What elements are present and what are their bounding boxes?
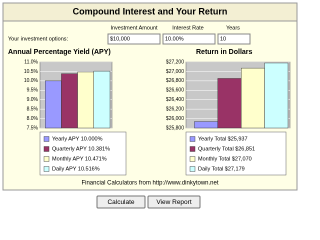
legend-swatch xyxy=(43,156,50,162)
legend-box xyxy=(185,131,287,176)
legend-label: Daily APY 10.516% xyxy=(52,166,100,172)
y-tick-label: $27,200 xyxy=(166,59,184,65)
legend-label: Yearly Total $25,937 xyxy=(198,136,248,142)
y-tick-label: $26,600 xyxy=(166,88,184,94)
bar xyxy=(217,78,242,129)
y-tick-label: 11.0% xyxy=(24,59,38,65)
legend-swatch xyxy=(189,166,196,172)
chart-title: Annual Percentage Yield (APY) xyxy=(8,49,111,56)
input-box[interactable] xyxy=(107,33,161,45)
bar xyxy=(264,62,289,129)
input-value[interactable]: 10.00% xyxy=(165,36,184,42)
bar xyxy=(61,73,78,129)
button[interactable] xyxy=(147,195,201,209)
y-tick-label: 10.5% xyxy=(24,69,39,75)
input-header: Interest Rate xyxy=(172,25,204,31)
y-tick-label: $26,800 xyxy=(166,78,184,84)
y-tick-label: 9.0% xyxy=(27,97,39,103)
input-header: Investment Amount xyxy=(110,25,158,31)
legend-label: Yearly APY 10.000% xyxy=(52,136,103,142)
page: { "header": {"title": "Compound Interest… xyxy=(2,2,298,209)
input-value[interactable]: $10,000 xyxy=(110,36,130,42)
legend-swatch xyxy=(43,146,50,152)
legend-swatch xyxy=(189,136,196,142)
y-tick-label: $25,800 xyxy=(166,125,184,131)
calculator: Compound Interest and Your Return Invest… xyxy=(2,2,298,209)
input-label: Your investment options: xyxy=(8,36,68,42)
footer: Financial Calculators from http://www.di… xyxy=(81,181,218,187)
legend-swatch xyxy=(189,146,196,152)
y-tick-label: $27,000 xyxy=(166,69,184,75)
legend-label: Daily Total $27,179 xyxy=(198,166,245,172)
legend-label: Monthly APY 10.471% xyxy=(52,156,107,162)
legend-label: Quarterly Total $26,851 xyxy=(198,146,255,152)
button-label[interactable]: Calculate xyxy=(107,199,134,206)
y-tick-label: 10.0% xyxy=(24,78,39,84)
legend-label: Monthly Total $27,070 xyxy=(198,156,252,162)
input-box[interactable] xyxy=(162,33,216,45)
chart-title: Return in Dollars xyxy=(196,49,253,56)
y-tick-label: $26,200 xyxy=(166,106,184,112)
legend-swatch xyxy=(43,166,50,172)
legend-swatch xyxy=(189,156,196,162)
bar xyxy=(93,70,111,129)
y-tick-label: 7.5% xyxy=(27,125,39,131)
input-value[interactable]: 10 xyxy=(220,36,226,42)
y-tick-label: $26,400 xyxy=(166,97,184,103)
y-tick-label: $26,000 xyxy=(166,116,184,122)
title: Compound Interest and Your Return xyxy=(73,6,228,16)
legend-box xyxy=(39,131,127,176)
input-header: Years xyxy=(226,25,240,31)
button-label[interactable]: View Report xyxy=(156,199,191,206)
bar xyxy=(240,67,265,129)
y-tick-label: 8.5% xyxy=(27,106,39,112)
input-box[interactable] xyxy=(217,33,251,45)
bar xyxy=(77,71,94,129)
legend-swatch xyxy=(43,136,50,142)
y-tick-label: 8.0% xyxy=(27,116,39,122)
bar xyxy=(194,121,218,129)
y-tick-label: 9.5% xyxy=(27,88,39,94)
title-bar xyxy=(2,2,298,22)
legend-label: Quarterly APY 10.381% xyxy=(52,146,110,152)
bar xyxy=(45,80,62,129)
button[interactable] xyxy=(96,195,146,209)
